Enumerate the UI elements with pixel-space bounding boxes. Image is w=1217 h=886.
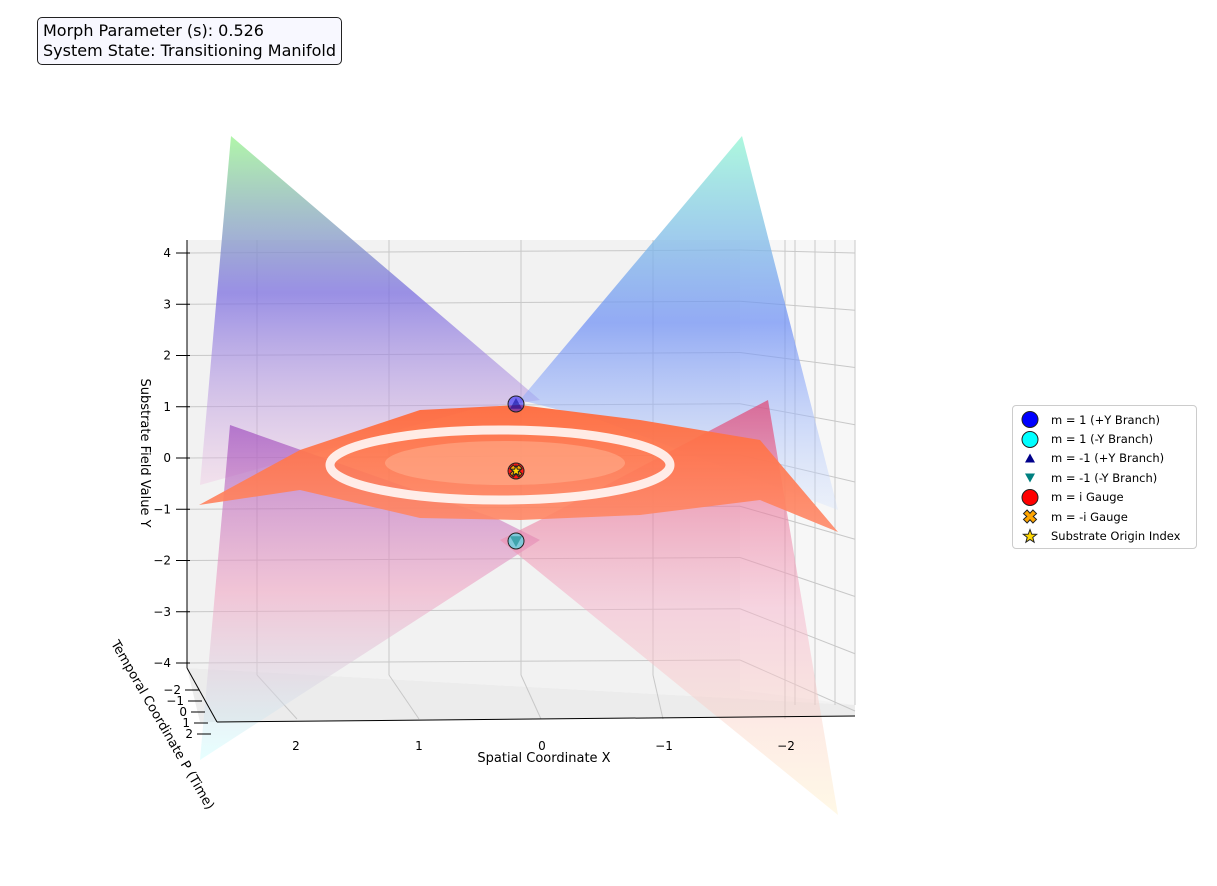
morph-parameter-text: Morph Parameter (s): 0.526 xyxy=(43,21,264,40)
legend-entry: m = -1 (+Y Branch) xyxy=(1013,449,1196,468)
legend-marker-circle xyxy=(1013,488,1047,507)
legend-marker-circle xyxy=(1013,410,1047,429)
legend-entry: m = i Gauge xyxy=(1013,488,1196,507)
x-tick-label: 1 xyxy=(415,739,423,753)
legend-entry: m = 1 (-Y Branch) xyxy=(1013,429,1196,448)
legend-label: m = -1 (+Y Branch) xyxy=(1051,451,1165,466)
axes xyxy=(186,240,856,723)
p-tick-label: −1 xyxy=(166,694,184,708)
x-axis-label: Spatial Coordinate X xyxy=(477,751,610,766)
x-tick-label: −1 xyxy=(655,739,673,753)
grid-line-x-floor xyxy=(652,674,664,720)
legend-marker-circle xyxy=(1013,430,1047,449)
legend-marker-triangle-down xyxy=(1013,468,1047,487)
y-tick-label: 0 xyxy=(163,451,171,465)
legend-label: m = i Gauge xyxy=(1051,490,1124,505)
legend-marker-x-filled xyxy=(1013,507,1047,526)
y-tick-label: 3 xyxy=(163,297,171,311)
system-state-text: System State: Transitioning Manifold xyxy=(43,41,336,60)
marker-triangle-down xyxy=(510,536,522,547)
p-tick-label: 0 xyxy=(179,705,187,719)
y-tick-label: −4 xyxy=(153,656,171,670)
y-tick-label: −3 xyxy=(153,605,171,619)
marker-star xyxy=(509,464,523,477)
gauge-ring-inner xyxy=(385,441,625,485)
data-markers xyxy=(507,395,525,550)
x-tick-label: 0 xyxy=(538,739,546,753)
marker-triangle-up xyxy=(510,398,522,409)
legend: m = 1 (+Y Branch) m = 1 (-Y Branch) m = -1… xyxy=(1012,405,1197,549)
legend-label: m = 1 (+Y Branch) xyxy=(1051,412,1160,427)
legend-label: m = -i Gauge xyxy=(1051,509,1128,524)
y-tick-label: −1 xyxy=(153,502,171,516)
status-box: Morph Parameter (s): 0.526 System State:… xyxy=(37,17,342,65)
legend-entry: m = -1 (-Y Branch) xyxy=(1013,468,1196,487)
surface-plus-branch-left xyxy=(200,136,540,485)
y-tick-label: −2 xyxy=(153,554,171,568)
legend-label: Substrate Origin Index xyxy=(1051,529,1181,544)
grid-line-x-floor xyxy=(388,674,420,720)
legend-entry: m = -i Gauge xyxy=(1013,507,1196,526)
legend-entry: m = 1 (+Y Branch) xyxy=(1013,410,1196,429)
grid-line-x-floor xyxy=(520,674,542,720)
legend-marker-triangle-up xyxy=(1013,449,1047,468)
x-tick-label: 2 xyxy=(292,739,300,753)
legend-entry: Substrate Origin Index xyxy=(1013,526,1196,545)
p-tick-label: 2 xyxy=(185,727,193,741)
floor-pane xyxy=(187,668,855,722)
legend-label: m = -1 (-Y Branch) xyxy=(1051,470,1158,485)
y-tick-label: 1 xyxy=(163,400,171,414)
legend-marker-star xyxy=(1013,527,1047,546)
gauge-ring-hole xyxy=(325,425,675,505)
legend-label: m = 1 (-Y Branch) xyxy=(1051,432,1154,447)
x-tick-label: −2 xyxy=(777,739,795,753)
p-tick-label: −2 xyxy=(163,683,181,697)
p-tick-label: 1 xyxy=(182,716,190,730)
y-tick-label: 2 xyxy=(163,349,171,363)
y-axis-label: Substrate Field Value Y xyxy=(137,378,152,527)
y-tick-label: 4 xyxy=(163,246,171,260)
